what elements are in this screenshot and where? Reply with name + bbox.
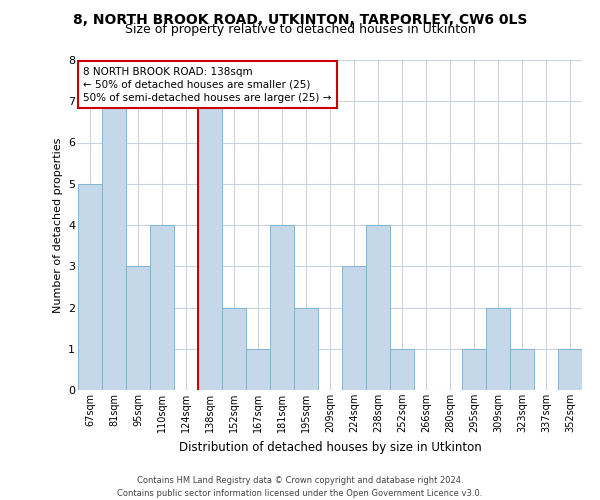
Bar bbox=[486, 308, 510, 390]
Bar bbox=[78, 184, 102, 390]
Bar bbox=[342, 266, 366, 390]
Text: Size of property relative to detached houses in Utkinton: Size of property relative to detached ho… bbox=[125, 22, 475, 36]
Text: 8, NORTH BROOK ROAD, UTKINTON, TARPORLEY, CW6 0LS: 8, NORTH BROOK ROAD, UTKINTON, TARPORLEY… bbox=[73, 12, 527, 26]
Bar bbox=[462, 349, 486, 390]
Bar bbox=[198, 101, 222, 390]
Bar bbox=[246, 349, 270, 390]
Bar bbox=[126, 266, 150, 390]
Bar bbox=[558, 349, 582, 390]
X-axis label: Distribution of detached houses by size in Utkinton: Distribution of detached houses by size … bbox=[179, 440, 481, 454]
Bar bbox=[150, 225, 174, 390]
Bar bbox=[366, 225, 390, 390]
Bar bbox=[222, 308, 246, 390]
Bar bbox=[390, 349, 414, 390]
Y-axis label: Number of detached properties: Number of detached properties bbox=[53, 138, 62, 312]
Bar bbox=[510, 349, 534, 390]
Bar bbox=[102, 101, 126, 390]
Text: Contains HM Land Registry data © Crown copyright and database right 2024.
Contai: Contains HM Land Registry data © Crown c… bbox=[118, 476, 482, 498]
Text: 8 NORTH BROOK ROAD: 138sqm
← 50% of detached houses are smaller (25)
50% of semi: 8 NORTH BROOK ROAD: 138sqm ← 50% of deta… bbox=[83, 66, 331, 103]
Bar bbox=[294, 308, 318, 390]
Bar bbox=[270, 225, 294, 390]
